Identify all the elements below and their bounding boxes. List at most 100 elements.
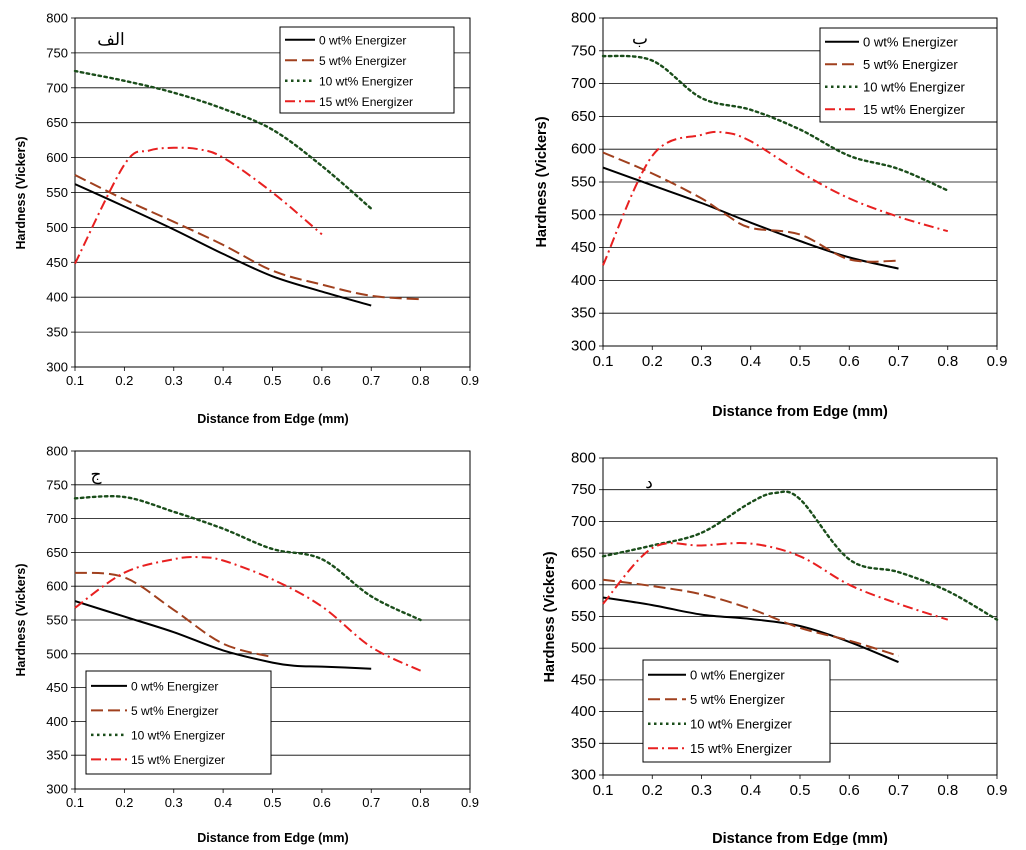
x-tick-label: 0.9 bbox=[461, 373, 479, 388]
y-tick-label: 700 bbox=[46, 511, 68, 526]
series-line-4 bbox=[74, 555, 422, 672]
x-tick-label: 0.8 bbox=[412, 795, 430, 810]
series-line-3 bbox=[73, 69, 373, 210]
x-tick-label: 0.8 bbox=[937, 782, 958, 799]
y-tick-label: 800 bbox=[46, 444, 68, 459]
x-tick-label: 0.7 bbox=[362, 795, 380, 810]
legend-label-2: 5 wt% Energizer bbox=[863, 57, 958, 72]
legend-box bbox=[85, 670, 272, 775]
x-tick-label: 0.5 bbox=[263, 795, 281, 810]
y-tick-label: 400 bbox=[571, 272, 596, 289]
y-tick-label: 300 bbox=[571, 338, 596, 355]
y-axis-title: Hardness (Vickers) bbox=[542, 551, 558, 682]
legend: 0 wt% Energizer 5 wt% Energizer 10 wt% Ene… bbox=[279, 26, 455, 114]
series-line-3 bbox=[601, 490, 999, 621]
x-axis-title: Distance from Edge (mm) bbox=[197, 412, 348, 426]
x-tick-label: 0.3 bbox=[165, 795, 183, 810]
y-tick-label: 600 bbox=[571, 576, 596, 593]
y-tick-label: 400 bbox=[571, 703, 596, 720]
series-line-1 bbox=[74, 600, 372, 670]
y-tick-label: 750 bbox=[571, 42, 596, 59]
y-tick-label: 750 bbox=[571, 481, 596, 498]
x-tick-label: 0.4 bbox=[740, 782, 761, 799]
y-tick-label: 350 bbox=[46, 325, 68, 340]
legend-label-4: 15 wt% Energizer bbox=[319, 95, 413, 109]
x-tick-label: 0.6 bbox=[839, 782, 860, 799]
x-tick-label: 0.9 bbox=[987, 782, 1008, 799]
y-tick-label: 800 bbox=[571, 450, 596, 467]
x-tick-label: 0.2 bbox=[642, 782, 663, 799]
x-tick-label: 0.2 bbox=[115, 373, 133, 388]
y-tick-label: 500 bbox=[46, 220, 68, 235]
y-tick-label: 800 bbox=[46, 11, 68, 26]
y-tick-label: 300 bbox=[46, 360, 68, 375]
x-tick-label: 0.9 bbox=[461, 795, 479, 810]
legend-label-3: 10 wt% Energizer bbox=[319, 74, 413, 88]
x-tick-label: 0.4 bbox=[214, 373, 232, 388]
panel-label: د bbox=[645, 473, 653, 492]
x-tick-label: 0.5 bbox=[790, 353, 811, 370]
series-line-3 bbox=[601, 54, 949, 192]
y-tick-label: 500 bbox=[571, 206, 596, 223]
series-line-4 bbox=[602, 130, 949, 266]
legend-box bbox=[279, 26, 455, 114]
y-tick-label: 450 bbox=[571, 671, 596, 688]
y-tick-label: 550 bbox=[571, 608, 596, 625]
x-tick-label: 0.4 bbox=[740, 353, 761, 370]
y-tick-label: 500 bbox=[571, 640, 596, 657]
y-tick-label: 550 bbox=[46, 185, 68, 200]
legend-label-4: 15 wt% Energizer bbox=[863, 102, 966, 117]
y-tick-label: 550 bbox=[46, 613, 68, 628]
x-tick-label: 0.7 bbox=[888, 782, 909, 799]
plot-frame bbox=[74, 17, 471, 368]
panel-label: ب bbox=[632, 29, 648, 48]
legend-label-1: 0 wt% Energizer bbox=[690, 667, 785, 682]
series-line-2 bbox=[602, 151, 899, 263]
legend: 0 wt% Energizer 5 wt% Energizer 10 wt% Ene… bbox=[819, 27, 998, 123]
y-tick-label: 300 bbox=[571, 767, 596, 784]
legend: 0 wt% Energizer 5 wt% Energizer 10 wt% Ene… bbox=[85, 670, 272, 775]
y-tick-label: 750 bbox=[46, 477, 68, 492]
x-tick-label: 0.2 bbox=[115, 795, 133, 810]
y-tick-label: 600 bbox=[571, 141, 596, 158]
legend-box bbox=[819, 27, 998, 123]
x-tick-label: 0.8 bbox=[412, 373, 430, 388]
panel-label: ج bbox=[91, 465, 102, 485]
legend-label-1: 0 wt% Energizer bbox=[319, 33, 406, 47]
y-tick-label: 500 bbox=[46, 646, 68, 661]
legend-label-4: 15 wt% Energizer bbox=[131, 753, 225, 767]
plot-frame bbox=[602, 457, 998, 776]
series-line-3 bbox=[73, 495, 422, 622]
y-tick-label: 700 bbox=[46, 80, 68, 95]
x-tick-label: 0.3 bbox=[165, 373, 183, 388]
y-tick-label: 600 bbox=[46, 579, 68, 594]
y-tick-label: 450 bbox=[46, 255, 68, 270]
x-axis-title: Distance from Edge (mm) bbox=[197, 831, 348, 845]
series-line-1 bbox=[602, 596, 899, 664]
x-tick-label: 0.2 bbox=[642, 353, 663, 370]
y-tick-label: 600 bbox=[46, 150, 68, 165]
series-line-4 bbox=[74, 146, 323, 265]
y-tick-label: 650 bbox=[571, 545, 596, 562]
y-axis-title: Hardness (Vickers) bbox=[534, 116, 550, 247]
legend-label-3: 10 wt% Energizer bbox=[690, 716, 793, 731]
series-line-2 bbox=[74, 174, 421, 301]
legend-label-2: 5 wt% Energizer bbox=[690, 692, 785, 707]
y-tick-label: 800 bbox=[571, 10, 596, 27]
plot-frame bbox=[602, 17, 998, 347]
y-tick-label: 400 bbox=[46, 714, 68, 729]
series-line-2 bbox=[74, 571, 273, 659]
plot-frame bbox=[74, 450, 471, 790]
chart-panel-4: 300 350 400 450 500 550 600 650 700 750 800 0.1 0.2 0… bbox=[542, 450, 1008, 848]
x-tick-label: 0.8 bbox=[937, 353, 958, 370]
chart-panel-2: 300 350 400 450 500 550 600 650 700 750 800 0.1 0.2 0… bbox=[534, 10, 1007, 421]
x-tick-label: 0.1 bbox=[593, 353, 614, 370]
x-tick-label: 0.4 bbox=[214, 795, 232, 810]
x-tick-label: 0.5 bbox=[263, 373, 281, 388]
legend-label-1: 0 wt% Energizer bbox=[131, 679, 218, 693]
chart-panel-3: 300 350 400 450 500 550 600 650 700 750 800 0.1 0.2 0… bbox=[14, 444, 479, 846]
chart-panel-1: 300 350 400 450 500 550 600 650 700 750 800 0.1 0.2 0… bbox=[14, 11, 479, 427]
legend-box bbox=[642, 659, 831, 763]
